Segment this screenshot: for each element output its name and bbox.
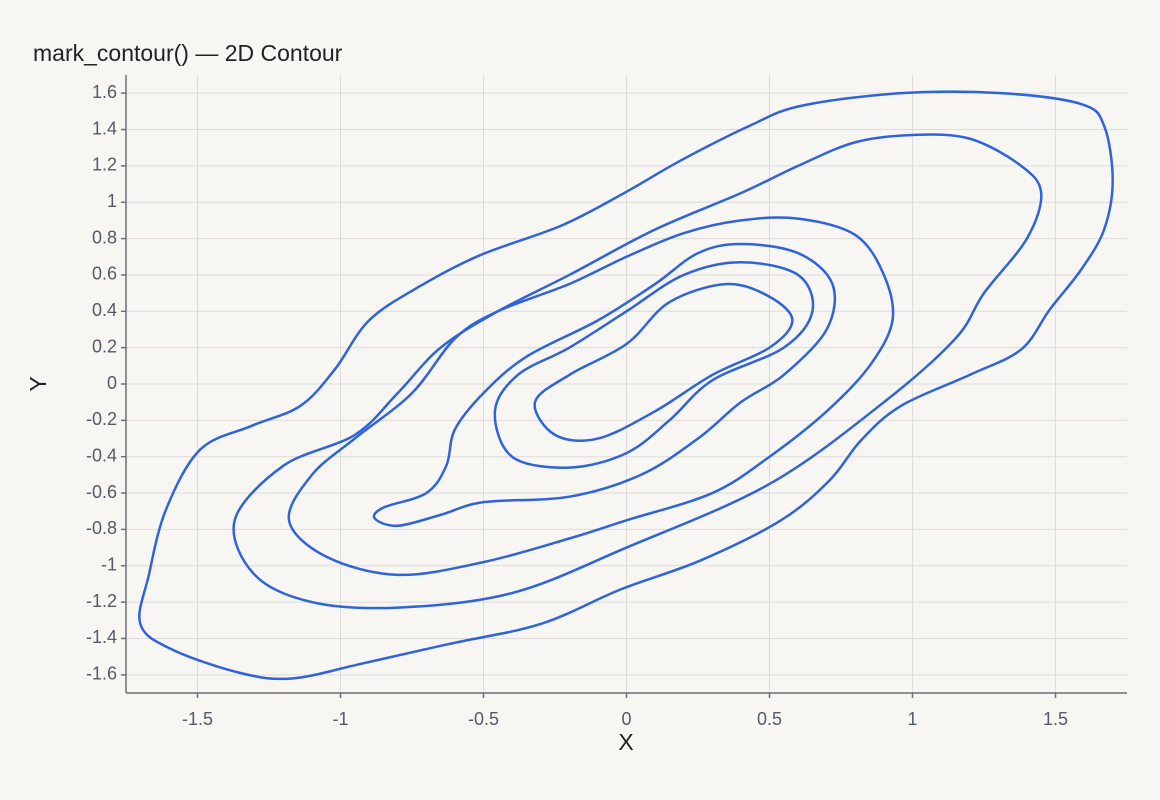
y-tick-label: 1.6 [92,82,117,102]
y-tick-label: -0.8 [86,518,117,538]
y-tick-label: -1 [101,555,117,575]
y-tick-label: 0.8 [92,227,117,247]
contour-line [232,133,1043,610]
y-tick-label: -0.4 [86,445,117,465]
x-tick-label: -1 [332,709,348,729]
x-tick-label: 0 [621,709,631,729]
y-tick-label: -0.6 [86,482,117,502]
x-tick-label: 1 [907,709,917,729]
y-tick-label: -1.4 [86,627,117,647]
y-tick-label: 0 [107,373,117,393]
x-tick-label: 0.5 [757,709,782,729]
contour-line [287,216,895,577]
x-tick-label: 1.5 [1043,709,1068,729]
contour-line [138,90,1114,681]
y-tick-label: 0.4 [92,300,117,320]
chart-title: mark_contour() — 2D Contour [33,40,343,66]
y-axis-title: Y [25,376,51,391]
x-tick-label: -0.5 [468,709,499,729]
y-tick-label: 1.4 [92,118,117,138]
x-axis-title: X [618,729,633,755]
y-tick-label: 1.2 [92,155,117,175]
contour-line [493,260,815,469]
y-tick-label: 1 [107,191,117,211]
contour-line [533,282,794,442]
y-tick-label: -1.2 [86,591,117,611]
contour-line [372,242,837,528]
y-tick-label: 0.6 [92,264,117,284]
grid: -1.5 -1 -0.5 0 0.5 1 1.5 -1.6 -1.4 -1.2 -1 -0.8 -0.6… [86,75,1127,729]
y-tick-label: 0.2 [92,336,117,356]
plot [138,90,1114,681]
y-tick-label: -0.2 [86,409,117,429]
y-tick-label: -1.6 [86,664,117,684]
x-tick-label: -1.5 [182,709,213,729]
